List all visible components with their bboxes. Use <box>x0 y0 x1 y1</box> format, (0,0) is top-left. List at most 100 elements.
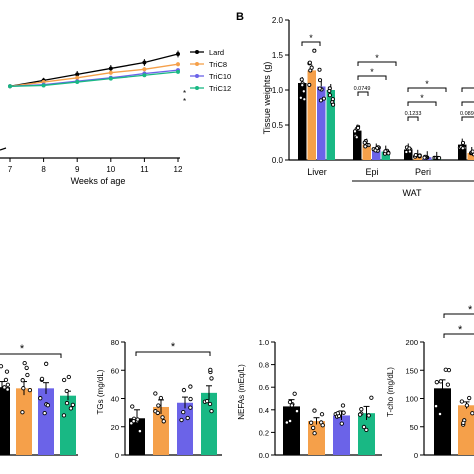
panel-b-pval-peri: 0.1233 <box>405 111 422 117</box>
panel-b-category-label: Liver <box>307 167 327 177</box>
panel-c3-y-tick-label: 0.0 <box>259 451 269 460</box>
panel-c4-y-ticks: 0 50 100 150 200 <box>405 338 424 460</box>
panel-c3-dot <box>339 421 344 426</box>
panel-c3-bar <box>333 415 350 455</box>
panel-c4-dot <box>443 367 448 372</box>
panel-a-significance-star: * <box>183 89 186 98</box>
panel-a-x-tick-label: 7 <box>8 165 13 174</box>
panel-c4-dot <box>464 403 470 408</box>
panel-b-dot <box>309 65 314 70</box>
panel-a-series-line <box>9 69 179 87</box>
panel-c4-dot <box>461 420 466 426</box>
panel-b-y-axis-label: Tissue weights (g) <box>262 62 272 135</box>
panel-c3-dot <box>308 420 314 425</box>
panel-c4-bars <box>433 367 474 455</box>
panel-b-bars <box>298 48 474 161</box>
panel-b-dot <box>407 146 412 151</box>
panel-b-dot <box>321 96 326 101</box>
panel-c3-y-tick-label: 0.8 <box>259 361 269 370</box>
panel-c4-bracket-2 <box>443 333 474 338</box>
panel-c4-dot <box>434 380 439 385</box>
panel-c2-dot <box>131 418 136 424</box>
panel-a-x-tick-label: 9 <box>75 165 80 174</box>
panel-a-legend-label: TriC12 <box>209 84 231 93</box>
panel-c3-dot <box>312 408 317 413</box>
panel-b-y-tick-label: 0.5 <box>272 121 284 130</box>
panel-b-dot <box>352 129 358 134</box>
panel-a-legend-marker <box>195 62 199 66</box>
panel-b-y-tick-label: 1.5 <box>272 51 284 60</box>
panel-c2-dot <box>209 376 214 381</box>
panel-b-dot <box>331 102 336 107</box>
panel-b-bar <box>458 144 467 160</box>
panel-c2-y-tick-label: 20 <box>111 423 119 432</box>
panel-b-dot <box>383 149 388 154</box>
panel-a-data-point <box>75 75 80 80</box>
panel-c1-dot <box>42 410 47 416</box>
panel-a-legend-marker <box>195 50 199 54</box>
panel-a-series-line <box>9 71 179 87</box>
panel-c1-dot <box>2 385 7 390</box>
panel-c4-bracket-1 <box>443 313 474 318</box>
panel-b-y-ticks: 0.0 0.5 1.0 1.5 2.0 <box>272 16 289 165</box>
panel-c1-dot <box>20 410 25 415</box>
panel-c2-dot <box>137 429 143 434</box>
panel-c4-dot <box>445 382 451 387</box>
panel-c4-star-2: * <box>458 324 463 336</box>
panel-b-star-epi-2: * <box>370 67 374 77</box>
panel-b-dot <box>363 144 368 149</box>
panel-b-dot <box>317 86 322 91</box>
panel-b-bar <box>413 155 422 160</box>
panel-a-x-tick-label: 12 <box>174 165 183 174</box>
panel-b-dot <box>362 140 367 145</box>
panel-a-legend-label: TriC8 <box>209 60 227 69</box>
panel-c4-bar <box>458 405 474 455</box>
panel-a-data-point <box>176 62 180 67</box>
panel-c3-bars <box>283 391 375 455</box>
panel-c2-dot <box>207 401 213 407</box>
panel-b-star-peri-2: * <box>420 93 424 103</box>
panel-c1-bracket <box>0 353 62 358</box>
panel-c1-bar <box>0 387 10 455</box>
panel-c1-dot <box>45 403 51 408</box>
panel-b-significance: * * * 0.0749 * * 0.1233 0.089 <box>301 33 474 121</box>
panel-c1-dot <box>64 400 70 406</box>
panel-c1-dot <box>27 387 33 393</box>
panel-c2-y-tick-label: 0 <box>115 451 119 460</box>
panel-c4-y-tick-label: 50 <box>410 423 418 432</box>
panel-c1-bars <box>0 360 76 455</box>
panel-c2-dot <box>188 384 193 389</box>
panel-c2-dot <box>181 387 187 393</box>
panel-c1-dot <box>20 378 25 383</box>
panel-b-dot <box>299 77 304 82</box>
panel-b-bracket-peri-2 <box>407 101 437 106</box>
panel-c2-dot <box>181 409 186 415</box>
panel-c3-bar <box>358 413 375 455</box>
panel-c3-dot <box>366 413 371 418</box>
panel-b-dot <box>354 135 359 140</box>
panel-c2-dot <box>158 395 164 401</box>
panel-c3-dot <box>359 407 364 412</box>
panel-c4-dot <box>433 403 439 409</box>
panel-b-star-epi-1: * <box>375 53 379 63</box>
panel-c3-bar <box>283 406 300 455</box>
panel-b-bar <box>372 149 381 160</box>
panel-c1-dot <box>61 413 67 418</box>
panel-c2-dot <box>209 409 214 414</box>
panel-a-data-point <box>108 70 113 75</box>
panel-c2-bar <box>153 406 169 455</box>
panel-a-line-chart: Weeks of age 7 8 9 10 11 12 Lard TriC8 TriC10 Tr… <box>0 48 231 186</box>
panel-c1-dot <box>3 377 9 383</box>
panel-a-significance-star-2: * <box>183 97 186 106</box>
panel-b-bar-chart: B Tissue weights (g) 0.0 0.5 1.0 1.5 2.0 Liv… <box>236 11 474 198</box>
panel-b-dot <box>437 156 442 161</box>
panel-c2-dot <box>208 367 213 373</box>
panel-b-dot <box>300 83 305 88</box>
panel-b-dot <box>307 60 312 65</box>
panel-b-star-peri-1: * <box>425 79 429 89</box>
panel-c2-dot <box>153 391 158 396</box>
panel-c3-dot <box>292 391 297 396</box>
panel-b-dot <box>298 95 303 100</box>
panel-b-dot <box>417 153 422 158</box>
panel-a-legend-marker <box>195 86 199 90</box>
